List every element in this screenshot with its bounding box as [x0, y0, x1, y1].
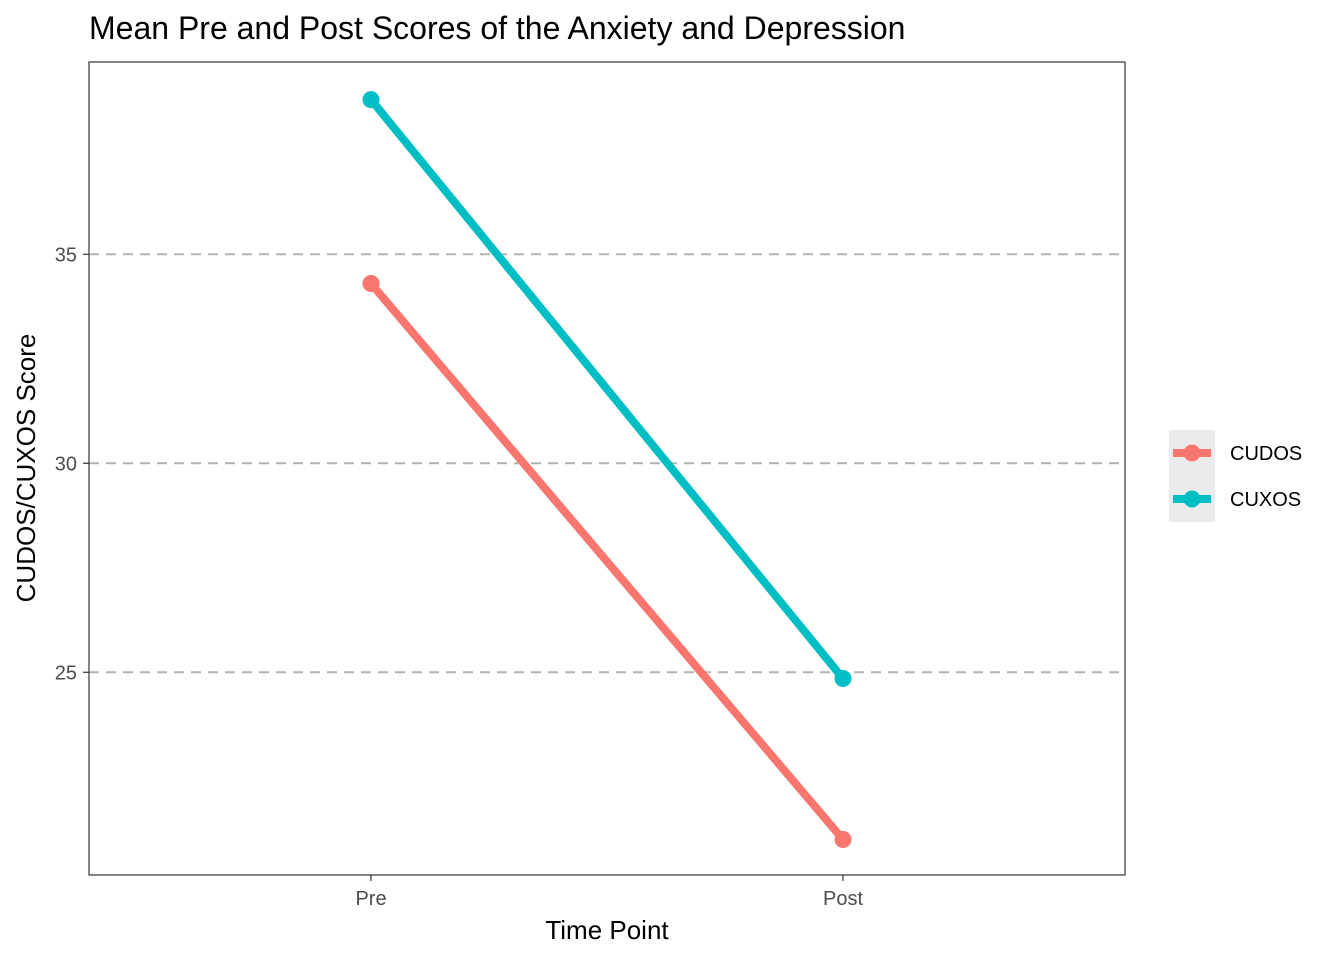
series-cudos	[362, 275, 852, 848]
legend: CUDOS CUXOS	[1169, 430, 1302, 522]
y-axis-title: CUDOS/CUXOS Score	[11, 334, 41, 603]
y-tick-label-25: 25	[55, 662, 77, 684]
x-axis-title: Time Point	[545, 915, 669, 945]
cuxos-line	[367, 97, 847, 682]
series-layer	[362, 91, 852, 848]
legend-cudos-point	[1183, 444, 1201, 462]
gridlines	[89, 253, 1125, 674]
x-tick-label-post: Post	[823, 888, 863, 910]
y-tick-label-30: 30	[55, 453, 77, 475]
cudos-point-post	[834, 830, 852, 848]
y-tick-label-35: 35	[55, 244, 77, 266]
cudos-line	[367, 280, 847, 843]
chart-title: Mean Pre and Post Scores of the Anxiety …	[89, 10, 905, 46]
legend-key-background	[1169, 430, 1215, 522]
legend-label-cudos: CUDOS	[1230, 443, 1302, 465]
axes: 25 30 35 Pre Post	[55, 244, 864, 910]
legend-cuxos-point	[1183, 490, 1201, 508]
panel-border	[88, 61, 1126, 876]
cuxos-point-pre	[362, 91, 380, 109]
series-cuxos	[362, 91, 852, 688]
plot-panel	[88, 61, 1126, 876]
x-tick-label-pre: Pre	[355, 888, 386, 910]
legend-label-cuxos: CUXOS	[1230, 489, 1301, 511]
cudos-point-pre	[362, 275, 380, 293]
cuxos-point-post	[834, 670, 852, 688]
